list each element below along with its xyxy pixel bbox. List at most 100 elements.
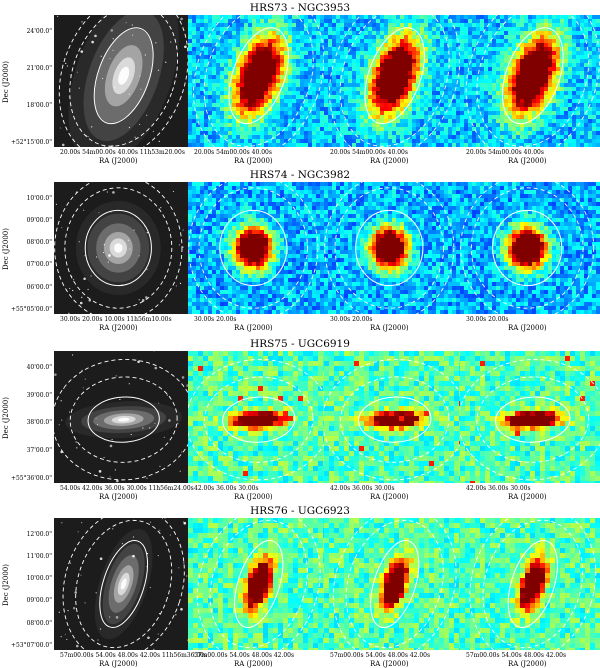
x-tick-labels: 20.00s 54m00.00s 40.00s — [330, 149, 408, 156]
far-infrared-map-panel — [460, 15, 600, 147]
star — [98, 212, 99, 213]
x-axis-title: RA (J2000) — [370, 660, 409, 668]
x-tick-labels: 57m00.00s 54.00s 48.00s 42.00s — [194, 652, 294, 659]
star — [132, 35, 133, 36]
x-tick-labels: 57m00.00s 54.00s 48.00s 42.00s 11h56m36.… — [60, 652, 207, 659]
star — [74, 591, 77, 594]
star — [119, 399, 120, 400]
star — [81, 21, 82, 22]
x-axis-title: RA (J2000) — [508, 660, 547, 668]
star — [167, 394, 168, 395]
star — [66, 639, 67, 640]
x-tick-labels: 20.00s 54m00.00s 40.00s — [466, 149, 544, 156]
star — [97, 424, 98, 425]
x-tick-labels: 42.00s 36.00s 30.00s — [466, 485, 531, 492]
image-row — [54, 15, 600, 147]
star — [61, 227, 62, 228]
x-tick-labels: 54.00s 42.00s 36.00s 30.00s 11h56m24.00s — [60, 485, 194, 492]
star — [109, 58, 110, 59]
star — [183, 229, 184, 230]
star — [168, 419, 171, 422]
flux-map — [460, 182, 600, 314]
far-infrared-map-panel — [460, 518, 600, 650]
star — [147, 636, 150, 639]
star — [159, 530, 160, 531]
star — [69, 288, 70, 289]
star — [116, 616, 119, 619]
flux-pixels — [188, 15, 324, 147]
star — [169, 117, 170, 118]
star — [79, 87, 80, 88]
star — [107, 191, 108, 192]
optical-image-panel — [54, 351, 188, 483]
y-tick-label: 11'00.0" — [27, 553, 52, 560]
star — [76, 645, 79, 648]
star — [183, 562, 184, 563]
far-infrared-map-panel — [324, 15, 460, 147]
optical-image-panel — [54, 182, 188, 314]
far-infrared-map-panel — [188, 518, 324, 650]
y-tick-label: 24'00.0" — [27, 28, 52, 35]
star — [170, 41, 171, 42]
star — [129, 383, 130, 384]
star — [135, 137, 136, 138]
star — [100, 557, 103, 560]
star — [164, 437, 165, 438]
star — [132, 555, 135, 558]
flux-map — [460, 351, 600, 483]
y-axis-title: Dec (J2000) — [2, 228, 10, 270]
star — [59, 612, 60, 613]
star — [94, 35, 97, 38]
optical-image — [54, 15, 188, 147]
y-tick-label: 09'00.0" — [27, 597, 52, 604]
x-axis-title: RA (J2000) — [234, 660, 273, 668]
flux-pixels — [460, 351, 600, 483]
flux-pixels — [188, 518, 324, 650]
x-tick-labels: 30.00s 20.00s — [330, 316, 372, 323]
star — [155, 42, 156, 43]
y-axis-title: Dec (J2000) — [2, 397, 10, 439]
star — [62, 144, 65, 147]
flux-pixels — [460, 15, 600, 147]
star — [101, 56, 102, 57]
star — [165, 62, 166, 63]
star — [139, 124, 140, 125]
far-infrared-map-panel — [460, 182, 600, 314]
row-title: HRS75 - UGC6919 — [0, 338, 600, 350]
x-axis-title: RA (J2000) — [234, 324, 273, 332]
y-axis-title: Dec (J2000) — [2, 61, 10, 103]
y-tick-label: 12'00.0" — [27, 531, 52, 538]
star — [181, 451, 182, 452]
star — [54, 373, 57, 376]
star — [177, 423, 178, 424]
star — [175, 614, 176, 615]
star — [147, 232, 148, 233]
star — [158, 70, 159, 71]
row-title: HRS73 - NGC3953 — [0, 2, 600, 14]
star — [112, 50, 113, 51]
y-tick-label: 37'00.0" — [27, 447, 52, 454]
star — [180, 283, 181, 284]
y-tick-label: 21'00.0" — [27, 65, 52, 72]
star — [97, 639, 98, 640]
star — [56, 204, 57, 205]
flux-map — [324, 182, 460, 314]
star — [63, 388, 64, 389]
star — [176, 285, 177, 286]
star — [61, 420, 62, 421]
star — [142, 427, 143, 428]
star — [126, 22, 127, 23]
star — [76, 447, 77, 448]
far-infrared-map-panel — [188, 182, 324, 314]
y-tick-label: 07'00.0" — [27, 261, 52, 268]
star — [179, 244, 180, 245]
optical-image-panel — [54, 518, 188, 650]
star — [137, 361, 140, 364]
x-axis-title: RA (J2000) — [99, 157, 138, 165]
star — [108, 254, 111, 257]
flux-map — [460, 15, 600, 147]
far-infrared-map-panel — [324, 351, 460, 483]
optical-image — [54, 351, 188, 483]
y-tick-label: 09'00.0" — [27, 217, 52, 224]
star — [90, 275, 91, 276]
